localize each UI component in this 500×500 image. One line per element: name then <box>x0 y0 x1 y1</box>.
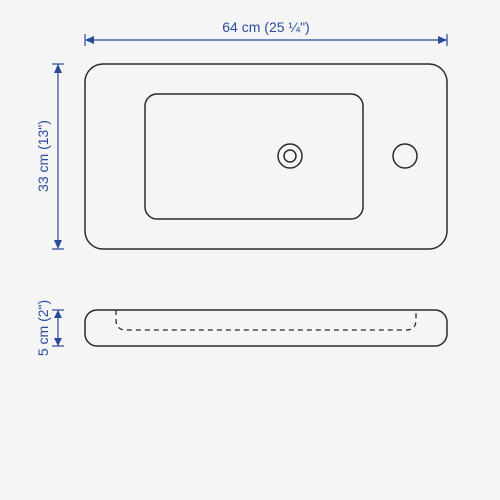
basin <box>145 94 363 219</box>
front-outline <box>85 310 447 346</box>
tap-hole <box>393 144 417 168</box>
height-label: 5 cm (2") <box>35 300 51 356</box>
width-dimension: 64 cm (25 ¼") <box>85 19 447 46</box>
dimension-drawing: 64 cm (25 ¼") 33 cm (13") 5 cm (2") <box>0 0 500 500</box>
drain-inner <box>284 150 296 162</box>
depth-label: 33 cm (13") <box>35 120 51 192</box>
front-view <box>85 310 447 346</box>
top-view <box>85 64 447 249</box>
width-label: 64 cm (25 ¼") <box>222 19 309 35</box>
depth-dimension: 33 cm (13") <box>35 64 64 249</box>
front-cutout <box>116 310 416 330</box>
drain-outer <box>278 144 302 168</box>
height-dimension: 5 cm (2") <box>35 300 64 356</box>
